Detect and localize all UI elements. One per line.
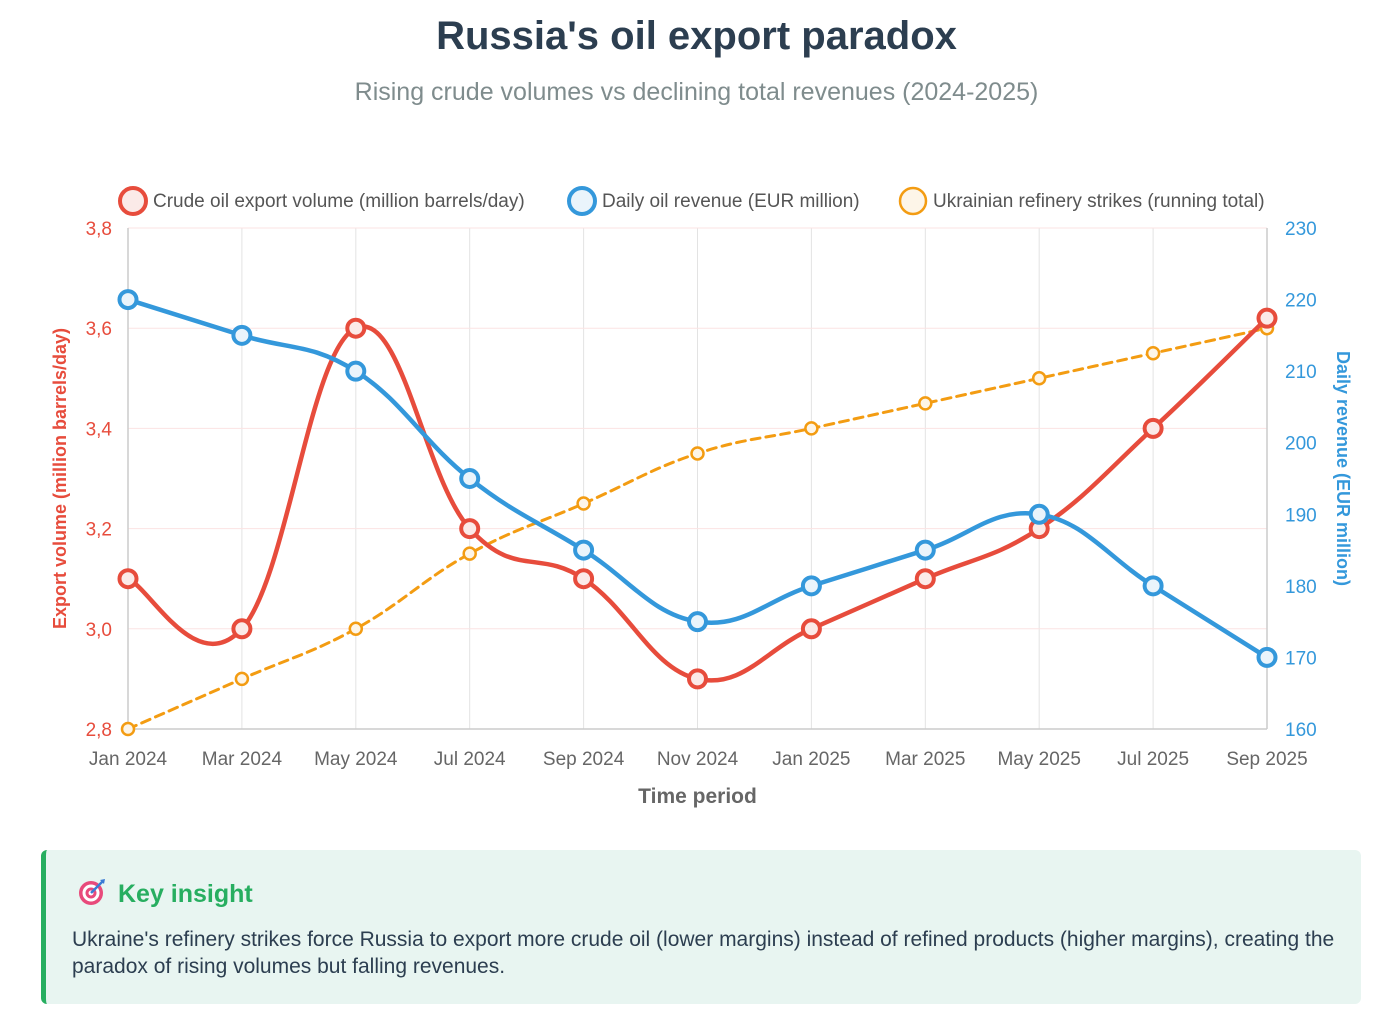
data-point-revenue: [117, 289, 139, 311]
legend-item-strikes: Ukrainian refinery strikes (running tota…: [898, 186, 1265, 216]
x-tick-label: Jan 2024: [89, 749, 168, 770]
x-tick-label: Mar 2024: [202, 749, 283, 770]
data-point-revenue: [459, 468, 481, 489]
data-point-revenue: [1142, 575, 1164, 597]
data-point-volume: [914, 568, 936, 590]
data-point-strikes: [462, 546, 477, 561]
legend-label-volume: Crude oil export volume (million barrels…: [153, 191, 525, 212]
y-right-tick-label: 210: [1285, 362, 1317, 383]
data-point-strikes: [804, 421, 819, 436]
y-right-tick-label: 230: [1285, 219, 1317, 240]
data-point-revenue: [800, 575, 822, 597]
key-insight-panel: Key insight Ukraine's refinery strikes f…: [41, 850, 1361, 1004]
x-tick-label: Jan 2025: [772, 749, 850, 770]
y-right-tick-label: 170: [1285, 648, 1317, 669]
key-insight-text: Ukraine's refinery strikes force Russia …: [72, 928, 1335, 978]
legend-item-volume: Crude oil export volume (million barrels…: [118, 186, 525, 216]
data-point-revenue: [1028, 503, 1050, 525]
y-right-tick-label: 180: [1285, 577, 1317, 598]
x-tick-label: Nov 2024: [657, 749, 739, 770]
x-tick-label: Sep 2024: [543, 749, 625, 770]
x-axis-title: Time period: [638, 785, 757, 808]
legend-marker-volume: [118, 186, 148, 216]
data-point-revenue: [1256, 646, 1278, 668]
y-left-tick-label: 3,2: [86, 520, 112, 541]
chart-title: Russia's oil export paradox: [436, 14, 957, 58]
line-chart: 2,8 3,0 3,2 3,4 3,6 3,8 160 170 180 190 200 210 220 2…: [50, 186, 1353, 808]
x-tick-label: Sep 2025: [1226, 749, 1307, 770]
data-point-volume: [459, 518, 481, 540]
key-insight-title: Key insight: [118, 880, 253, 908]
legend-marker-revenue: [567, 186, 597, 216]
target-icon: [78, 878, 106, 911]
y-right-tick-label: 220: [1285, 291, 1317, 312]
data-point-revenue: [573, 539, 595, 561]
data-point-volume: [117, 568, 139, 590]
legend-marker-strikes: [898, 186, 928, 216]
data-point-revenue: [231, 324, 253, 346]
data-point-strikes: [918, 396, 933, 411]
legend-label-strikes: Ukrainian refinery strikes (running tota…: [933, 191, 1265, 212]
data-point-volume: [687, 668, 708, 690]
legend-label-revenue: Daily oil revenue (EUR million): [602, 191, 860, 212]
data-point-volume: [1256, 307, 1278, 329]
x-tick-label: Mar 2025: [885, 749, 965, 770]
legend-item-revenue: Daily oil revenue (EUR million): [567, 186, 860, 216]
x-tick-label: Jul 2024: [434, 749, 506, 770]
y-right-tick-label: 190: [1285, 505, 1317, 526]
data-point-volume: [1142, 417, 1164, 439]
data-point-strikes: [120, 721, 136, 737]
y-right-axis-title: Daily revenue (EUR million): [1333, 351, 1353, 586]
data-point-strikes: [234, 671, 250, 687]
series-line-volume: [125, 315, 1270, 683]
data-point-strikes: [690, 446, 705, 461]
y-left-tick-label: 3,0: [86, 620, 112, 641]
data-point-strikes: [1031, 371, 1047, 386]
data-point-strikes: [348, 621, 364, 637]
y-right-tick-label: 160: [1285, 720, 1317, 741]
chart-subtitle: Rising crude volumes vs declining total …: [354, 78, 1039, 106]
y-right-tick-label: 200: [1285, 434, 1317, 455]
series-line-strikes: [126, 326, 1269, 731]
data-point-volume: [800, 618, 822, 640]
data-point-revenue: [687, 611, 708, 633]
data-point-volume: [231, 618, 253, 640]
data-point-strikes: [1145, 346, 1161, 361]
x-tick-label: May 2025: [997, 749, 1080, 770]
x-tick-label: May 2024: [314, 749, 398, 770]
data-point-revenue: [914, 539, 936, 561]
key-insight-header: Key insight: [78, 878, 253, 911]
data-point-volume: [345, 317, 367, 339]
x-tick-label: Jul 2025: [1117, 749, 1189, 770]
y-left-tick-label: 3,8: [86, 219, 112, 240]
data-point-strikes: [576, 496, 591, 511]
y-left-axis-title: Export volume (million barrels/day): [50, 328, 70, 629]
data-point-revenue: [345, 360, 367, 382]
y-left-tick-label: 3,6: [86, 319, 112, 340]
y-left-tick-label: 2,8: [86, 720, 112, 741]
y-left-tick-label: 3,4: [86, 419, 113, 440]
data-point-volume: [573, 568, 595, 590]
